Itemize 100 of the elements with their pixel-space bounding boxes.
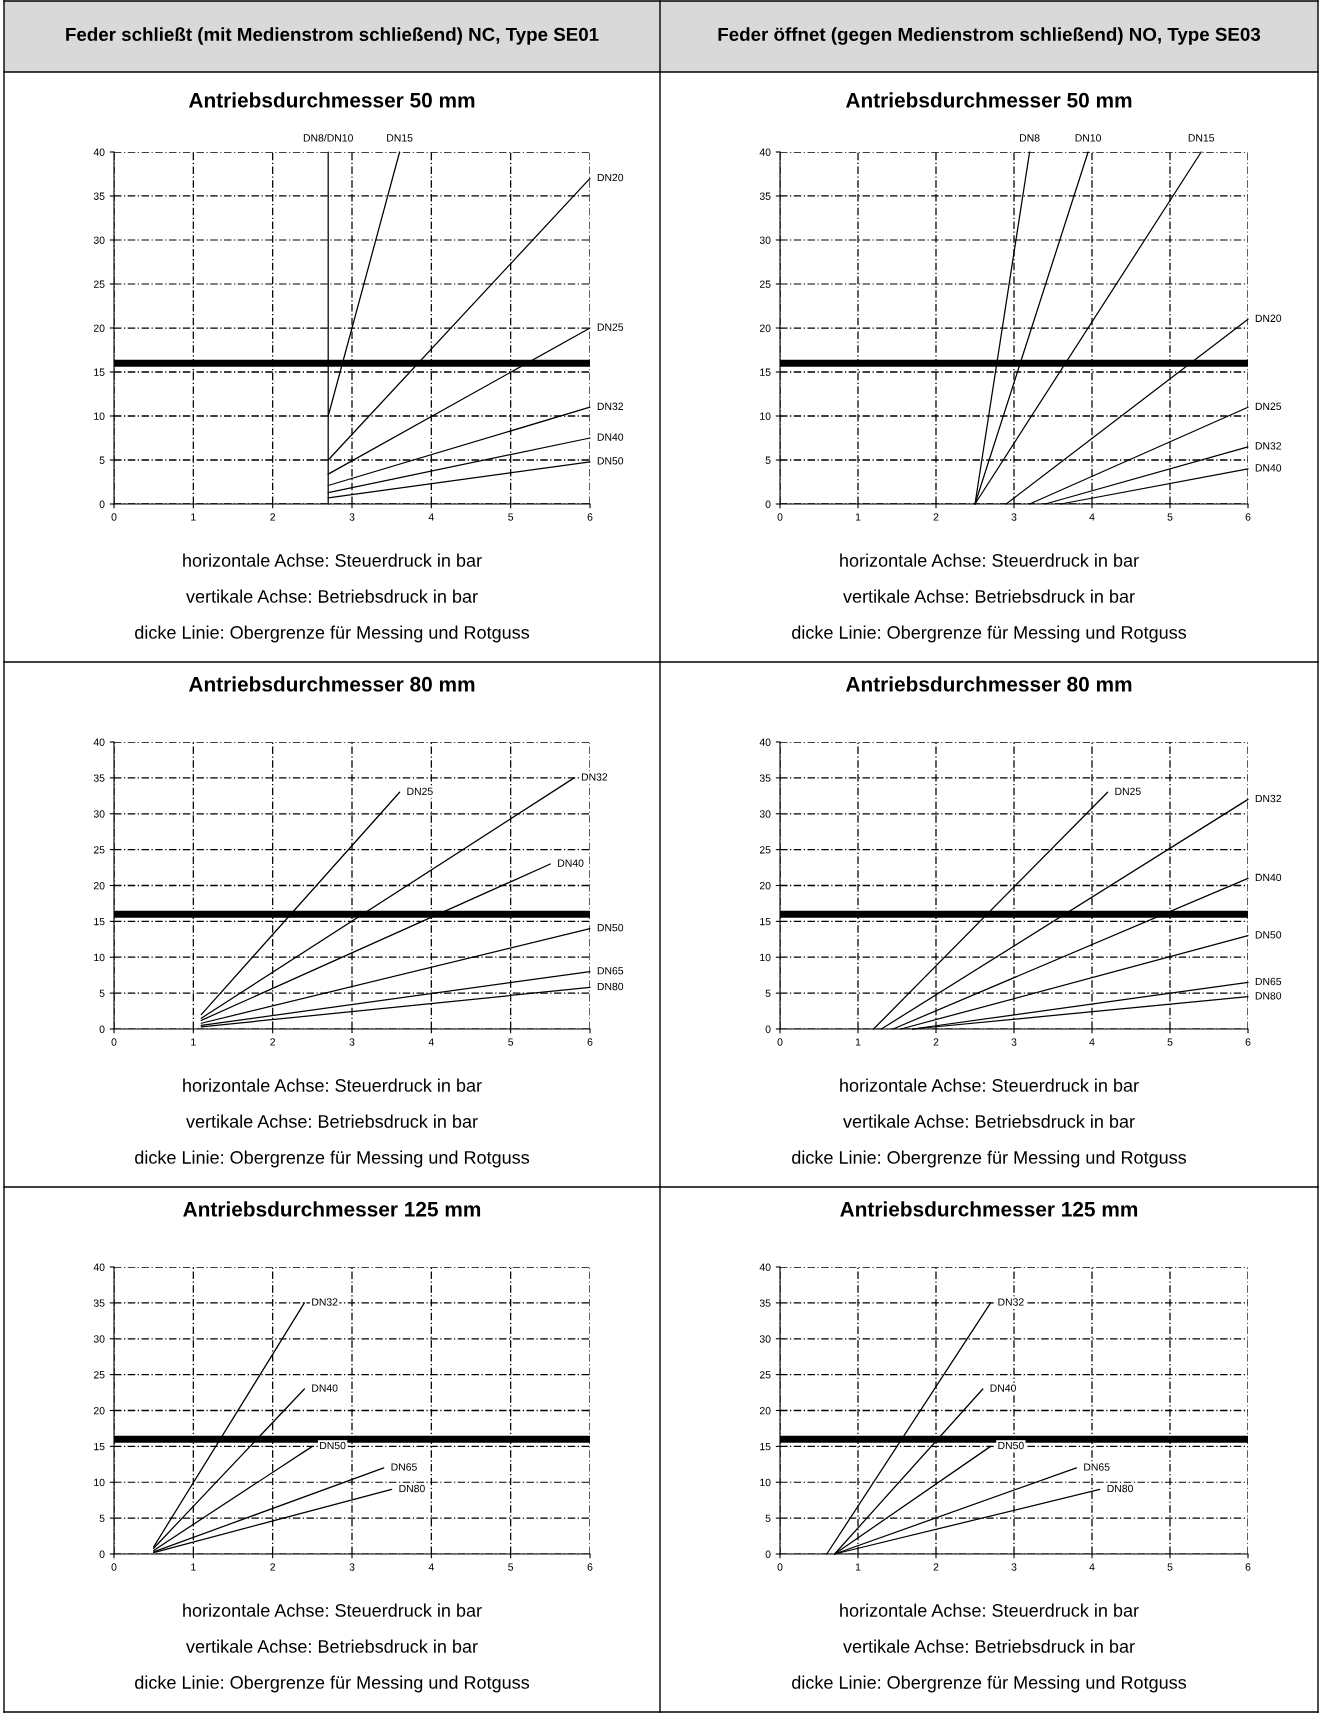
text: horizontale Achse: Steuerdruck in bar: [840, 1078, 1139, 1092]
chart-title: Antriebsdurchmesser 80 mm: [845, 676, 1132, 692]
series-label: DN20: [1255, 314, 1282, 322]
series-label: DN65: [1255, 977, 1282, 986]
x-tick-label: 1: [191, 1563, 196, 1571]
series-label: DN25: [1115, 787, 1141, 796]
y-tick-label: 5: [99, 989, 105, 997]
series-label: DN20: [597, 173, 624, 182]
y-tick-label: 25: [759, 280, 771, 288]
y-tick-label: 5: [765, 989, 771, 997]
text: horizontale Achse: Steuerdruck in bar: [183, 553, 482, 567]
y-tick-label: 5: [99, 1514, 105, 1522]
y-tick-label: 30: [93, 1335, 105, 1343]
y-tick-label: 25: [93, 846, 105, 854]
series-label: DN25: [597, 323, 624, 331]
x-tick-label: 0: [111, 1563, 117, 1571]
x-tick-label: 5: [508, 1038, 514, 1046]
y-tick-label: 20: [759, 1407, 771, 1415]
chart-title: Antriebsdurchmesser 125 mm: [183, 1201, 481, 1217]
series-label: DN80: [1107, 1484, 1133, 1493]
x-tick-label: 1: [191, 513, 196, 521]
text: horizontale Achse: Steuerdruck in bar: [183, 1078, 482, 1092]
series-label: DN50: [597, 457, 624, 465]
y-tick-label: 15: [760, 917, 771, 926]
y-tick-label: 10: [94, 412, 105, 420]
x-tick-label: 4: [428, 1038, 434, 1046]
text: horizontale Achse: Steuerdruck in bar: [840, 553, 1139, 567]
y-tick-label: 40: [93, 1263, 105, 1271]
y-tick-label: 35: [759, 1299, 771, 1307]
y-tick-label: 20: [93, 1407, 105, 1415]
x-tick-label: 3: [1011, 513, 1017, 521]
y-tick-label: 20: [93, 882, 105, 890]
y-tick-label: 40: [759, 1263, 771, 1271]
text: dicke Linie: Obergrenze für Messing und Rotguss: [792, 1675, 1187, 1693]
x-tick-label: 0: [111, 513, 117, 521]
y-tick-label: 30: [759, 236, 771, 244]
y-tick-label: 40: [759, 148, 771, 156]
text: vertikale Achse: Betriebsdruck in bar: [843, 1114, 1135, 1128]
x-tick-label: 2: [270, 1563, 276, 1571]
text: dicke Linie: Obergrenze für Messing und Rotguss: [792, 625, 1187, 643]
series-label: DN15: [1188, 134, 1215, 142]
y-tick-label: 5: [765, 1514, 771, 1522]
y-tick-label: 20: [759, 882, 771, 890]
series-label: DN8: [1020, 134, 1040, 142]
y-tick-label: 10: [760, 1478, 771, 1487]
series-label: DN32: [1255, 794, 1282, 803]
series-label: DN32: [998, 1298, 1024, 1306]
y-tick-label: 25: [759, 846, 771, 854]
series-label: DN50: [998, 1441, 1024, 1450]
x-tick-label: 2: [270, 1038, 276, 1046]
x-tick-label: 4: [428, 1563, 434, 1571]
text: horizontale Achse: Steuerdruck in bar: [840, 1603, 1139, 1617]
chart-title: Antriebsdurchmesser 125 mm: [840, 1201, 1138, 1217]
series-label: DN50: [320, 1441, 346, 1450]
y-tick-label: 0: [99, 1550, 105, 1558]
y-tick-label: 10: [94, 953, 105, 962]
y-tick-label: 15: [760, 368, 771, 376]
chart-title: Feder schließt (mit Medienstrom schließend) NC, Type SE01: [66, 27, 599, 45]
text: vertikale Achse: Betriebsdruck in bar: [186, 1114, 478, 1128]
series-label: DN40: [990, 1384, 1016, 1392]
x-tick-label: 6: [1245, 1563, 1251, 1571]
y-tick-label: 20: [93, 324, 105, 332]
x-tick-label: 2: [933, 513, 939, 521]
chart-subtitle: Antriebsdurchmesser 50 mm: [845, 92, 1132, 108]
series-label: DN65: [597, 967, 624, 975]
x-tick-label: 0: [777, 1563, 783, 1571]
y-tick-label: 20: [759, 324, 771, 332]
x-tick-label: 4: [428, 513, 434, 521]
y-tick-label: 10: [760, 412, 771, 420]
text: dicke Linie: Obergrenze für Messing und Rotguss: [135, 625, 530, 643]
x-tick-label: 5: [1167, 513, 1173, 521]
y-tick-label: 40: [93, 738, 105, 746]
y-tick-label: 25: [93, 1371, 105, 1379]
text: dicke Linie: Obergrenze für Messing und Rotguss: [135, 1675, 530, 1693]
series-label: DN40: [558, 859, 584, 867]
x-tick-label: 1: [191, 1038, 196, 1046]
x-tick-label: 2: [933, 1038, 939, 1046]
series-label: DN65: [391, 1463, 417, 1471]
y-tick-label: 15: [94, 1442, 105, 1451]
x-tick-label: 6: [587, 1563, 593, 1571]
series-label: DN25: [1255, 402, 1282, 410]
y-tick-label: 5: [99, 456, 105, 464]
x-tick-label: 0: [777, 1038, 783, 1046]
y-tick-label: 30: [93, 810, 105, 818]
series-label: DN50: [597, 923, 624, 932]
y-tick-label: 40: [759, 738, 771, 746]
y-tick-label: 30: [759, 1335, 771, 1343]
y-tick-label: 30: [759, 810, 771, 818]
y-tick-label: 40: [93, 148, 105, 156]
y-tick-label: 15: [760, 1442, 771, 1451]
series-label: DN40: [597, 433, 624, 441]
series-label: DN32: [1255, 442, 1282, 450]
series-label: DN40: [1255, 873, 1282, 882]
series-label: DN8/DN10: [303, 133, 353, 142]
chart-subtitle: Antriebsdurchmesser 50 mm: [188, 92, 475, 108]
x-tick-label: 4: [1089, 1038, 1095, 1046]
text: horizontale Achse: Steuerdruck in bar: [183, 1603, 482, 1617]
chart-title: Feder öffnet (gegen Medienstrom schließend) NO, Type SE03: [718, 27, 1261, 45]
series-label: DN32: [597, 402, 624, 410]
x-tick-label: 1: [855, 513, 861, 521]
